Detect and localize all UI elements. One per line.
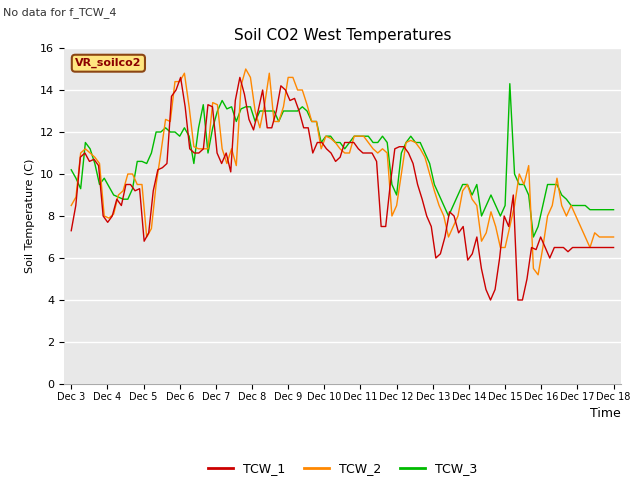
TCW_1 [486,297,494,303]
TCW_2 [256,125,264,131]
Line: TCW_1: TCW_1 [71,77,614,300]
Text: VR_soilco2: VR_soilco2 [75,58,141,68]
TCW_3 [529,234,537,240]
TCW_2 [610,234,618,240]
TCW_1 [218,161,225,167]
TCW_3 [67,167,75,173]
TCW_3 [252,119,259,124]
TCW_3 [610,207,618,213]
TCW_1 [177,74,184,80]
TCW_2 [525,163,532,168]
Title: Soil CO2 West Temperatures: Soil CO2 West Temperatures [234,28,451,43]
TCW_2 [402,140,410,145]
TCW_1 [600,245,608,251]
TCW_2 [577,224,584,229]
Line: TCW_2: TCW_2 [71,69,614,275]
TCW_2 [435,203,443,208]
TCW_1 [610,245,618,251]
TCW_3 [506,81,514,86]
TCW_1 [67,228,75,234]
TCW_3 [525,192,532,198]
TCW_3 [397,150,405,156]
Line: TCW_3: TCW_3 [71,84,614,237]
Text: No data for f_TCW_4: No data for f_TCW_4 [3,7,116,18]
TCW_1 [372,158,380,164]
TCW_3 [577,203,584,208]
TCW_2 [511,203,518,208]
TCW_2 [534,272,542,277]
TCW_1 [186,146,193,152]
TCW_3 [431,181,438,187]
TCW_3 [511,171,518,177]
TCW_1 [505,224,513,229]
Legend: TCW_1, TCW_2, TCW_3: TCW_1, TCW_2, TCW_3 [203,457,482,480]
TCW_2 [242,66,250,72]
TCW_2 [67,203,75,208]
TCW_1 [445,209,453,215]
X-axis label: Time: Time [590,407,621,420]
Y-axis label: Soil Temperature (C): Soil Temperature (C) [24,159,35,273]
